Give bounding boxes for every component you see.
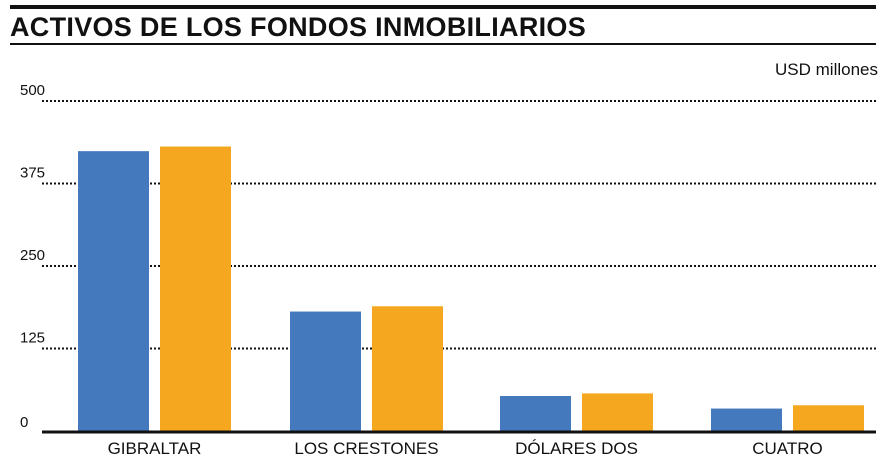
x-tick-label: CUATRO (752, 439, 823, 458)
bar (78, 151, 149, 431)
x-tick-label: LOS CRESTONES (294, 439, 438, 458)
x-tick-label: DÓLARES DOS (515, 439, 638, 458)
chart-title: ACTIVOS DE LOS FONDOS INMOBILIARIOS (10, 12, 587, 42)
bar (793, 405, 864, 431)
top-rule (10, 5, 876, 9)
title-rule (10, 43, 876, 45)
bar (290, 311, 361, 431)
y-tick-label: 0 (20, 414, 28, 431)
y-tick-label: 125 (20, 330, 45, 347)
y-tick-label: 500 (20, 82, 45, 99)
bar (372, 306, 443, 431)
y-tick-label: 250 (20, 247, 45, 264)
y-tick-label: 375 (20, 165, 45, 182)
bar (160, 146, 231, 432)
bar (500, 396, 571, 431)
bar (582, 393, 653, 431)
bar (711, 408, 782, 431)
x-tick-label: GIBRALTAR (108, 439, 202, 458)
unit-label: USD millones (775, 60, 878, 79)
